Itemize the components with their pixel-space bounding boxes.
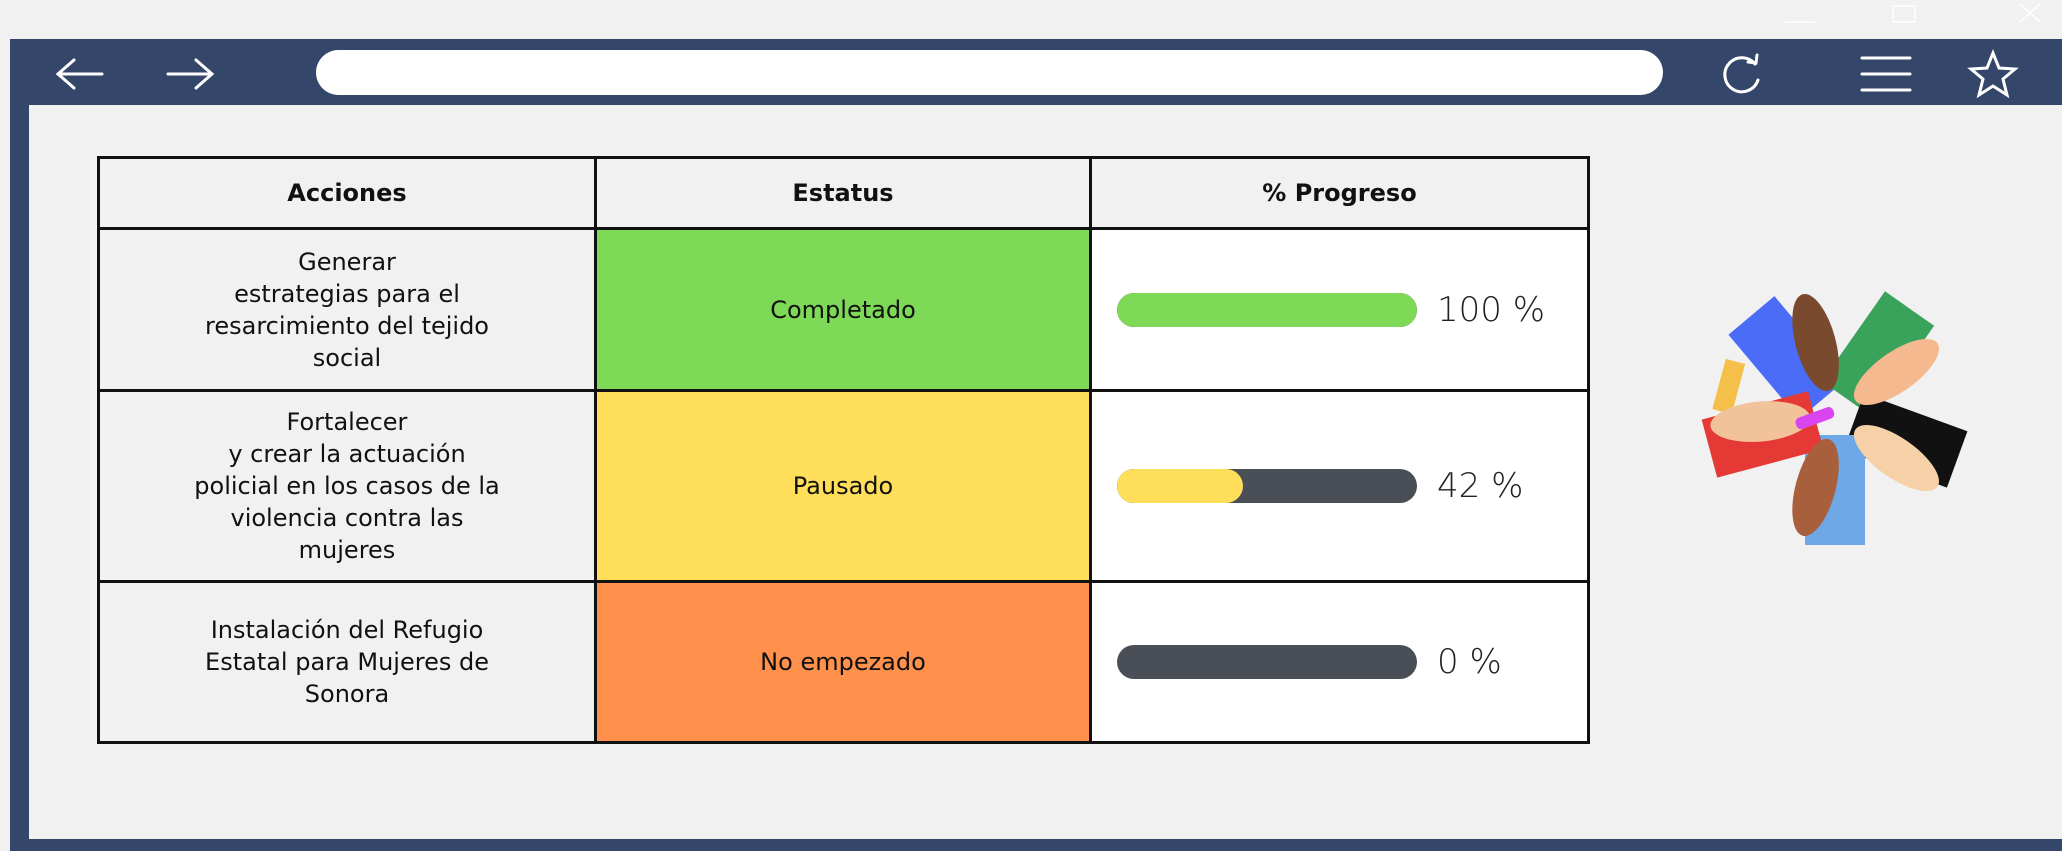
status-cell: Completado [594, 227, 1092, 392]
header-cell: Estatus [594, 156, 1092, 230]
table-row: Instalación del Refugio Estatal para Muj… [97, 580, 1590, 744]
url-bar[interactable] [316, 50, 1663, 95]
table-row: Generar estrategias para el resarcimient… [97, 227, 1590, 392]
progress-label: 42 % [1437, 466, 1524, 506]
progress-cell: 0 % [1089, 580, 1590, 744]
header-cell: Acciones [97, 156, 597, 230]
header-cell: % Progreso [1089, 156, 1590, 230]
progress-bar [1117, 469, 1243, 503]
table-row: Fortalecer y crear la actuación policial… [97, 389, 1590, 583]
menu-button[interactable] [1860, 56, 1912, 92]
progress-cell: 42 % [1089, 389, 1590, 583]
progress-label: 100 % [1437, 289, 1546, 330]
progress-cell: 100 % [1089, 227, 1590, 392]
progress-bar [1117, 292, 1417, 327]
progress-label: 0 % [1437, 642, 1502, 682]
action-cell: Fortalecer y crear la actuación policial… [97, 389, 597, 583]
action-cell: Generar estrategias para el resarcimient… [97, 227, 597, 392]
bookmark-button[interactable] [1967, 48, 2019, 99]
reload-button[interactable] [1723, 53, 1760, 94]
forward-button[interactable] [166, 58, 215, 90]
status-cell: Pausado [594, 389, 1092, 583]
back-button[interactable] [55, 58, 104, 90]
progress-track [1117, 469, 1417, 503]
status-cell: No empezado [594, 580, 1092, 744]
browser-toolbar [55, 3, 2041, 99]
progress-track [1117, 645, 1417, 679]
hands-illustration [1701, 291, 1968, 545]
progress-track [1117, 292, 1417, 327]
action-cell: Instalación del Refugio Estatal para Muj… [97, 580, 597, 744]
progress-table: Acciones Estatus % Progreso Generar estr… [97, 156, 1590, 744]
